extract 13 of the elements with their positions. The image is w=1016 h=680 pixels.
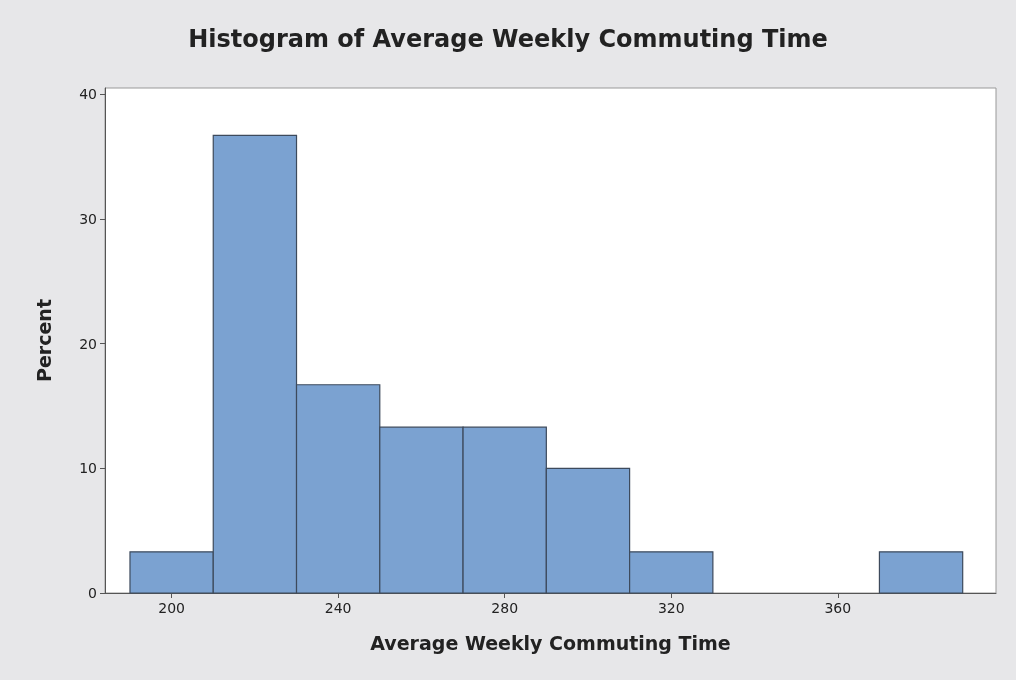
y-tick-label: 10 [79, 460, 97, 477]
y-tick-label: 40 [79, 86, 97, 103]
x-tick-label: 200 [158, 600, 185, 616]
x-tick-label: 240 [324, 600, 352, 616]
x-tick-label: 360 [824, 600, 852, 616]
y-axis-title: Percent [32, 299, 55, 382]
x-axis-title: Average Weekly Commuting Time [370, 631, 731, 654]
chart-title: Histogram of Average Weekly Commuting Time [188, 25, 828, 53]
x-tick-label: 280 [491, 600, 519, 616]
y-tick-label: 0 [88, 585, 97, 601]
x-tick-label: 320 [657, 600, 685, 616]
y-tick-label: 30 [79, 210, 97, 227]
y-tick-label: 20 [79, 335, 97, 352]
